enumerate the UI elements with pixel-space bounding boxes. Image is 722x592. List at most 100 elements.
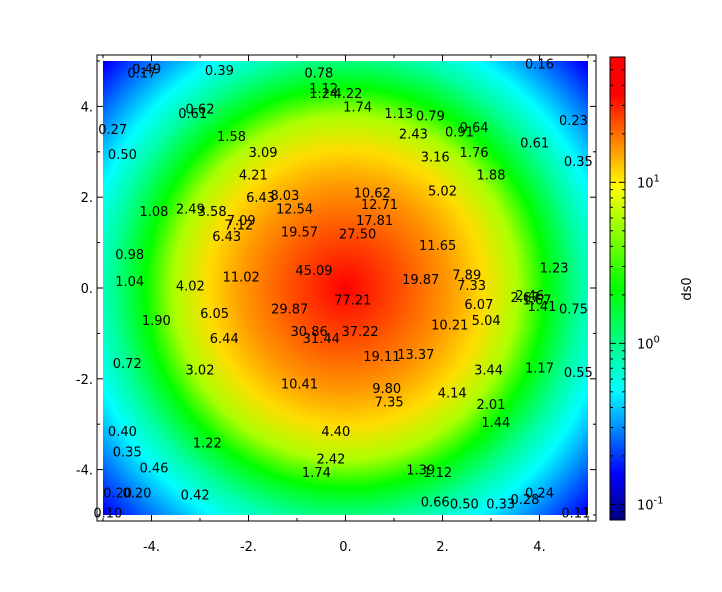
data-label: 1.12 <box>309 82 338 97</box>
data-label: 19.11 <box>363 350 400 365</box>
data-label: 1.04 <box>115 275 144 290</box>
data-label: 2.49 <box>176 203 205 218</box>
data-label: 10.41 <box>281 377 318 392</box>
x-tick-label: 2. <box>436 540 448 555</box>
data-label: 0.61 <box>520 137 549 152</box>
data-label: 1.74 <box>302 466 331 481</box>
data-label: 12.54 <box>276 203 313 218</box>
data-label: 1.22 <box>193 436 222 451</box>
data-label: 4.40 <box>321 425 350 440</box>
colorbar-tick-label: 10-1 <box>637 495 664 513</box>
colorbar-tick-label: 101 <box>637 173 660 191</box>
data-label: 0.91 <box>445 125 474 140</box>
data-label: 31.44 <box>303 332 340 347</box>
data-label: 0.64 <box>460 121 489 136</box>
data-label: 13.37 <box>397 348 434 363</box>
data-label: 3.09 <box>249 146 278 161</box>
data-label: 1.23 <box>540 262 569 277</box>
data-label: 1.67 <box>523 293 552 308</box>
data-label: 3.44 <box>474 364 503 379</box>
data-label: 0.78 <box>304 66 333 81</box>
data-label: 0.50 <box>450 498 479 513</box>
data-label: 1.08 <box>139 205 168 220</box>
data-label: 1.88 <box>477 169 506 184</box>
y-tick-label: -4. <box>76 464 93 479</box>
data-label: 19.87 <box>402 273 439 288</box>
data-label: 2.43 <box>399 128 428 143</box>
data-label: 6.43 <box>212 230 241 245</box>
data-label: 12.71 <box>361 198 398 213</box>
data-label: 17.81 <box>356 214 393 229</box>
data-label: 3.58 <box>198 205 227 220</box>
data-label: 10.62 <box>354 187 391 202</box>
data-label: 7.09 <box>227 214 256 229</box>
data-label: 4.21 <box>239 169 268 184</box>
data-label: 0.35 <box>564 155 593 170</box>
data-label: 2.42 <box>316 452 345 467</box>
data-label: 0.35 <box>113 445 142 460</box>
data-label: 7.89 <box>452 268 481 283</box>
data-label: 19.57 <box>281 225 318 240</box>
data-label: 3.16 <box>421 150 450 165</box>
y-tick-label: -2. <box>76 373 93 388</box>
data-label: 2.67 <box>510 291 539 306</box>
x-tick-label: 4. <box>533 540 545 555</box>
data-label: 37.22 <box>341 325 378 340</box>
heatmap-field <box>103 61 588 515</box>
data-label: 0.75 <box>559 302 588 317</box>
x-tick-label: -4. <box>143 540 160 555</box>
data-label: 1.76 <box>460 146 489 161</box>
data-label: 10.21 <box>431 318 468 333</box>
data-label: 11.02 <box>223 271 260 286</box>
colorbar-label: ds0 <box>680 277 695 300</box>
colorbar-ticks: 101 100 10-1 <box>610 56 664 521</box>
data-label: 0.20 <box>103 486 132 501</box>
y-tick-label: 2. <box>81 191 93 206</box>
data-label: 0.17 <box>127 66 156 81</box>
data-label: 0.46 <box>139 461 168 476</box>
data-label: 0.27 <box>98 123 127 138</box>
data-label: 5.04 <box>472 314 501 329</box>
data-label: 1.58 <box>217 130 246 145</box>
data-label: 0.49 <box>132 62 161 77</box>
y-tick-label: 0. <box>81 282 93 297</box>
data-label: 1.12 <box>423 466 452 481</box>
colorbar-tick-label: 100 <box>637 334 660 352</box>
colorbar <box>609 56 626 521</box>
data-label: 6.43 <box>246 191 275 206</box>
data-label: 77.21 <box>334 293 371 308</box>
data-label: 6.07 <box>464 298 493 313</box>
data-label: 0.98 <box>115 248 144 263</box>
data-label: 0.40 <box>108 425 137 440</box>
data-label: 0.79 <box>416 109 445 124</box>
x-tick-label: -2. <box>240 540 257 555</box>
data-label: 0.24 <box>525 486 554 501</box>
data-label: 1.24 <box>309 87 338 102</box>
data-label: 8.03 <box>270 189 299 204</box>
data-label: 6.05 <box>200 307 229 322</box>
data-label: 0.50 <box>108 148 137 163</box>
data-label: 30.86 <box>291 325 328 340</box>
data-label: 0.66 <box>421 495 450 510</box>
data-label: 0.20 <box>122 486 151 501</box>
data-label: 0.39 <box>205 64 234 79</box>
data-label: 1.90 <box>142 314 171 329</box>
data-label: 1.41 <box>527 300 556 315</box>
x-axis-ticks: -4. -2. 0. 2. 4. <box>102 55 589 555</box>
y-tick-label: 4. <box>81 100 93 115</box>
data-label: 0.11 <box>561 507 590 522</box>
data-label: 1.13 <box>384 107 413 122</box>
data-label: 0.72 <box>113 357 142 372</box>
data-labels-layer: 0.490.17 0.39 0.781.121.244.221.740.791.13… <box>93 57 592 521</box>
data-label: 1.74 <box>343 100 372 115</box>
data-label: 7.35 <box>375 396 404 411</box>
data-label: 4.22 <box>333 87 362 102</box>
data-label: 4.02 <box>176 280 205 295</box>
data-label: 1.39 <box>406 464 435 479</box>
data-label: 7.33 <box>457 279 486 294</box>
data-label: 0.16 <box>525 57 554 72</box>
y-axis-ticks: -4. -2. 0. 2. 4. <box>76 60 596 516</box>
data-label: 0.10 <box>93 507 122 522</box>
data-label: 0.23 <box>559 114 588 129</box>
